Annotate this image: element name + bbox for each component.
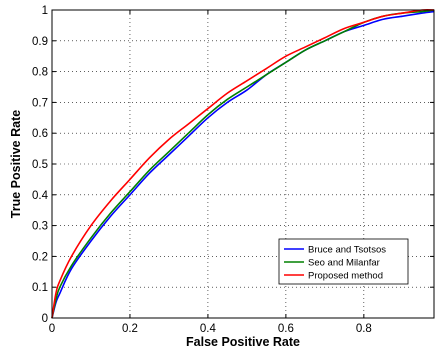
x-tick-label: 0.6: [278, 323, 294, 335]
series-line-proposed-method: [51, 8, 435, 319]
y-tick-label: 0.3: [32, 221, 48, 233]
y-tick-label: 0.1: [32, 282, 48, 294]
x-axis-title: False Positive Rate: [186, 335, 300, 349]
y-tick-label: 0.4: [32, 190, 49, 202]
series-layer: [51, 8, 435, 319]
x-tick-label: 0.8: [356, 323, 372, 335]
tick-labels: 0 0.2 0.4 0.6 0.8 0 0.1 0.2 0.3 0.4 0.5 0.6 0.7 0.8 0.…: [32, 5, 372, 335]
y-tick-label: 0.9: [32, 36, 48, 48]
y-tick-label: 0.5: [32, 159, 48, 171]
y-tick-label: 1: [42, 5, 48, 17]
y-axis-title: True Positive Rate: [9, 110, 23, 218]
x-tick-label: 0.4: [200, 323, 217, 335]
y-tick-label: 0.2: [32, 251, 48, 263]
y-tick-label: 0.8: [32, 67, 48, 79]
y-tick-label: 0.6: [32, 128, 48, 140]
legend-label: Proposed method: [308, 271, 383, 282]
legend-label: Seo and Milanfar: [308, 258, 380, 269]
y-tick-label: 0: [42, 313, 48, 325]
legend-label: Bruce and Tsotsos: [308, 245, 386, 256]
x-tick-label: 0.2: [122, 323, 138, 335]
y-tick-label: 0.7: [32, 97, 48, 109]
axis-ticks: [51, 9, 434, 319]
x-tick-label: 0: [49, 323, 55, 335]
series-line-bruce-and-tsotsos: [51, 10, 435, 319]
legend: Bruce and Tsotsos Seo and Milanfar Propose…: [278, 238, 409, 285]
